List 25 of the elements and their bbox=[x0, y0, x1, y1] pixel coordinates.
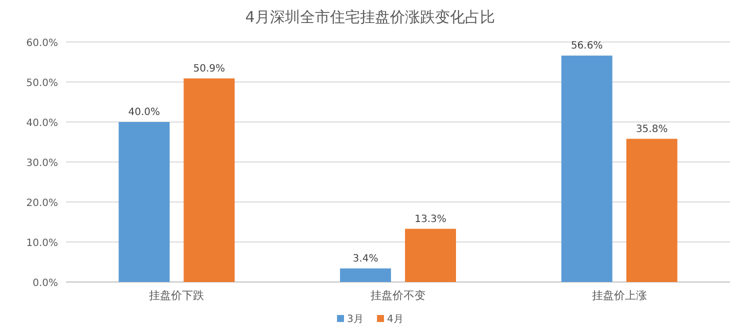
x-tick-label: 挂盘价不变 bbox=[370, 289, 426, 302]
y-tick-label: 50.0% bbox=[26, 78, 58, 89]
x-tick-label: 挂盘价上涨 bbox=[592, 289, 647, 302]
data-label: 13.3% bbox=[414, 214, 446, 225]
bar bbox=[561, 56, 612, 282]
bar bbox=[405, 228, 456, 282]
y-tick-label: 30.0% bbox=[26, 158, 58, 169]
data-label: 3.4% bbox=[352, 253, 378, 264]
data-label: 50.9% bbox=[193, 63, 226, 74]
y-tick-label: 20.0% bbox=[26, 198, 58, 209]
data-label: 35.8% bbox=[636, 124, 668, 135]
data-label: 56.6% bbox=[570, 40, 603, 52]
y-tick-label: 40.0% bbox=[26, 118, 58, 129]
y-tick-label: 60.0% bbox=[26, 38, 58, 49]
y-tick-label: 10.0% bbox=[26, 238, 58, 249]
data-label: 40.0% bbox=[128, 107, 160, 118]
y-tick-label: 0.0% bbox=[32, 278, 58, 289]
x-tick-label: 挂盘价下跌 bbox=[149, 289, 204, 302]
bar bbox=[184, 78, 235, 282]
chart-title: 4月深圳全市住宅挂盘价涨跌变化占比 bbox=[245, 8, 495, 26]
legend-label: 4月 bbox=[387, 314, 404, 325]
bar bbox=[118, 122, 170, 282]
bar bbox=[340, 268, 391, 282]
legend-label: 3月 bbox=[347, 314, 364, 325]
bar bbox=[626, 138, 678, 282]
